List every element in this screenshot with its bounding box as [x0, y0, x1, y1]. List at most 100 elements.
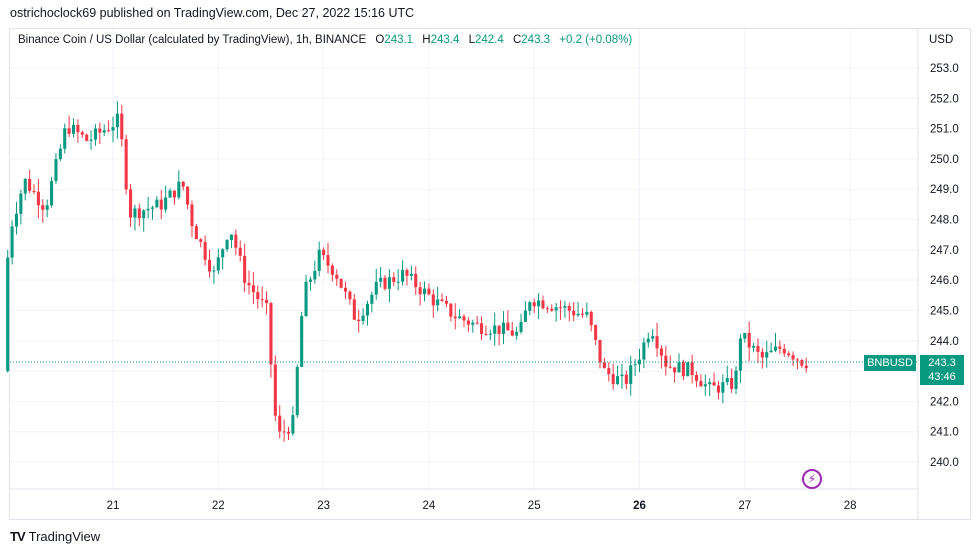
candle-body	[379, 277, 383, 282]
candle-body	[659, 348, 663, 356]
y-tick-label: 244.0	[930, 336, 959, 348]
candle-body	[207, 259, 212, 272]
candle-body	[238, 247, 242, 256]
candle-body	[730, 377, 734, 389]
candle-body	[541, 300, 545, 309]
candle-body	[795, 359, 799, 361]
candle-body	[493, 325, 497, 334]
candle-body	[111, 127, 115, 131]
legend-low-label: L	[468, 34, 475, 46]
candle-body	[458, 316, 462, 319]
candle-body	[146, 208, 150, 211]
chart-legend: Binance Coin / US Dollar (calculated by …	[18, 34, 632, 46]
legend-title: Binance Coin / US Dollar (calculated by …	[18, 34, 367, 46]
candle-body	[383, 277, 387, 289]
candle-body	[181, 181, 185, 187]
candle-body	[554, 307, 558, 311]
candle-body	[752, 345, 756, 348]
candle-body	[14, 213, 19, 227]
candle-body	[330, 265, 334, 275]
candle-body	[54, 159, 58, 181]
candle-body	[19, 193, 23, 214]
candle-body	[651, 336, 655, 339]
candle-body	[67, 128, 71, 134]
candle-body	[778, 346, 782, 349]
candle-body	[234, 234, 238, 248]
candle-body	[699, 380, 703, 387]
candle-body	[295, 366, 299, 416]
candle-body	[190, 204, 194, 227]
candle-body	[129, 189, 133, 218]
candle-body	[361, 315, 365, 322]
y-tick-label: 250.0	[930, 154, 959, 166]
candle-body	[668, 366, 672, 368]
candle-body	[532, 302, 536, 307]
candle-body	[216, 257, 220, 271]
candle-body	[466, 320, 470, 325]
candle-body	[168, 190, 172, 198]
candle-body	[488, 333, 492, 335]
candle-body	[475, 322, 479, 324]
candle-body	[620, 374, 624, 377]
candle-body	[716, 385, 721, 393]
legend-open-label: O	[375, 34, 385, 46]
candle-body	[194, 226, 198, 240]
candle-body	[278, 415, 282, 432]
candle-body	[572, 310, 576, 316]
candle-body	[607, 368, 611, 375]
candle-body	[480, 323, 484, 334]
candle-body	[734, 370, 738, 389]
candle-body	[690, 362, 694, 376]
bolt-icon[interactable]: ⚡	[802, 469, 822, 489]
candle-body	[80, 132, 84, 135]
candle-body	[155, 199, 159, 208]
candle-body	[102, 130, 106, 133]
candle-body	[387, 277, 391, 289]
candle-body	[339, 278, 343, 288]
candle-body	[510, 330, 514, 336]
candle-body	[769, 350, 773, 353]
candle-body	[563, 306, 567, 308]
candle-body	[45, 205, 49, 210]
legend-low-value: 242.4	[474, 34, 504, 46]
candle-body	[646, 338, 650, 343]
candle-body	[28, 178, 32, 191]
y-tick-label: 240.0	[930, 457, 959, 469]
candle-body	[326, 255, 330, 266]
y-tick-label: 252.0	[930, 93, 959, 105]
brand-name: TradingView	[28, 529, 101, 544]
y-tick-label: 251.0	[930, 124, 959, 136]
candle-body	[150, 207, 155, 209]
candle-body	[396, 281, 400, 283]
bar-countdown: 43:46	[928, 371, 956, 383]
candle-body	[629, 365, 633, 384]
candle-body	[681, 362, 685, 377]
candle-body	[545, 308, 549, 310]
candle-body	[229, 234, 233, 241]
candle-body	[41, 205, 45, 210]
candle-body	[703, 384, 707, 387]
candle-body	[515, 331, 519, 336]
candle-body	[203, 241, 207, 260]
candle-body	[392, 277, 396, 282]
candle-body	[50, 180, 54, 206]
x-tick-label: 21	[107, 500, 120, 512]
candle-body	[444, 300, 448, 304]
brand: TV TradingView	[10, 529, 100, 544]
x-tick-label: 28	[844, 500, 857, 512]
candle-body	[800, 359, 804, 366]
candle-body	[357, 319, 361, 322]
candle-body	[431, 294, 435, 306]
candle-body	[89, 139, 93, 141]
candle-body	[743, 332, 747, 339]
y-tick-label: 246.0	[930, 275, 959, 287]
candle-body	[773, 346, 778, 351]
x-tick-label: 27	[738, 500, 751, 512]
candle-body	[598, 339, 602, 363]
candle-body	[453, 316, 457, 319]
candle-body	[747, 332, 751, 348]
candle-body	[85, 134, 89, 141]
candle-body	[567, 306, 571, 311]
candle-body	[63, 128, 67, 149]
